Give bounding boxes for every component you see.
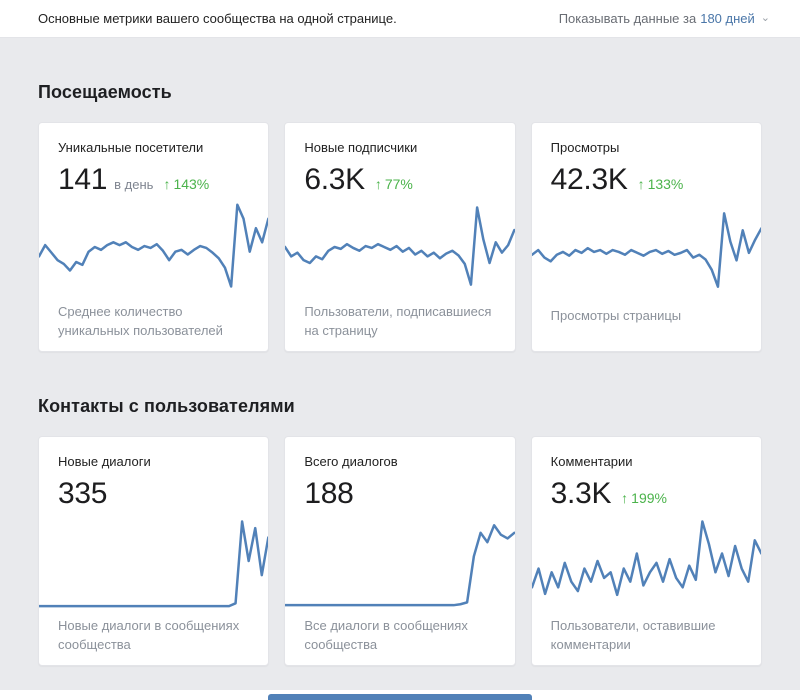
card-value-row: 188 xyxy=(285,469,514,511)
metric-value: 3.3K xyxy=(550,477,612,510)
sparkline-chart xyxy=(39,511,268,611)
metric-card-unique-visitors[interactable]: Уникальные посетители 141 в день ↑ 143% С… xyxy=(38,122,270,352)
metric-value: 42.3K xyxy=(550,163,628,196)
card-value-row: 6.3K ↑ 77% xyxy=(285,155,514,197)
card-description: Новые диалоги в сообщениях сообщества xyxy=(58,618,240,652)
metric-value: 6.3K xyxy=(304,163,365,196)
card-description: Просмотры страницы xyxy=(550,308,682,323)
card-value-row: 3.3K ↑ 199% xyxy=(532,469,761,511)
card-description: Пользователи, оставившие комментарии xyxy=(550,618,716,652)
card-title: Уникальные посетители xyxy=(58,140,204,155)
arrow-up-icon: ↑ xyxy=(621,490,629,506)
metric-delta-value: 133% xyxy=(647,176,684,192)
metric-unit: в день xyxy=(114,177,154,192)
cards-row-visits: Уникальные посетители 141 в день ↑ 143% С… xyxy=(38,122,762,352)
card-value-row: 141 в день ↑ 143% xyxy=(39,155,268,197)
card-title: Новые подписчики xyxy=(304,140,418,155)
sparkline-chart xyxy=(285,511,514,611)
card-title: Новые диалоги xyxy=(58,454,151,469)
chevron-down-icon[interactable]: ⌄ xyxy=(760,12,770,24)
sparkline-chart xyxy=(532,201,761,301)
metric-delta-value: 199% xyxy=(631,490,667,506)
page-subtitle: Основные метрики вашего сообщества на од… xyxy=(38,11,397,26)
card-title: Просмотры xyxy=(550,140,620,155)
metric-card-total-dialogs[interactable]: Всего диалогов 188 Все диалоги в сообщен… xyxy=(284,436,516,666)
metric-delta: ↑ 199% xyxy=(621,490,667,506)
metric-card-new-dialogs[interactable]: Новые диалоги 335 Новые диалоги в сообще… xyxy=(38,436,270,666)
topbar: Основные метрики вашего сообщества на од… xyxy=(0,0,800,38)
cards-row-contacts: Новые диалоги 335 Новые диалоги в сообще… xyxy=(38,436,762,666)
metric-card-comments[interactable]: Комментарии 3.3K ↑ 199% Пользователи, ост… xyxy=(530,436,762,666)
bottom-accent-bar[interactable] xyxy=(268,694,532,700)
card-title: Комментарии xyxy=(550,454,633,469)
arrow-up-icon: ↑ xyxy=(637,176,645,192)
section-title-visits: Посещаемость xyxy=(38,82,172,102)
arrow-up-icon: ↑ xyxy=(163,176,171,192)
card-value-row: 335 xyxy=(39,469,268,511)
card-description: Среднее количество уникальных пользовате… xyxy=(58,304,223,338)
card-value-row: 42.3K ↑ 133% xyxy=(532,155,761,197)
sparkline-chart xyxy=(39,197,268,297)
card-description: Все диалоги в сообщениях сообщества xyxy=(304,618,468,652)
metric-card-views[interactable]: Просмотры 42.3K ↑ 133% Просмотры страницы xyxy=(530,122,762,352)
period-label: Показывать данные за xyxy=(558,11,697,26)
period-value-link[interactable]: 180 дней xyxy=(700,11,755,26)
period-selector[interactable]: Показывать данные за 180 дней ⌄ xyxy=(559,11,770,26)
metric-value: 335 xyxy=(58,477,108,510)
metric-delta-value: 143% xyxy=(173,176,210,192)
metric-delta: ↑ 133% xyxy=(638,176,684,192)
section-title-contacts: Контакты с пользователями xyxy=(38,396,295,416)
metric-card-new-subscribers[interactable]: Новые подписчики 6.3K ↑ 77% Пользователи,… xyxy=(284,122,516,352)
metric-value: 141 xyxy=(58,163,108,196)
metric-delta-value: 77% xyxy=(384,176,413,192)
arrow-up-icon: ↑ xyxy=(374,176,382,192)
sparkline-chart xyxy=(532,511,761,611)
metric-delta: ↑ 143% xyxy=(163,176,209,192)
metric-value: 188 xyxy=(304,477,354,510)
card-description: Пользователи, подписавшиеся на страницу xyxy=(304,304,492,338)
sparkline-chart xyxy=(285,197,514,297)
metric-delta: ↑ 77% xyxy=(375,176,413,192)
stats-panel: Посещаемость Уникальные посетители 141 в… xyxy=(0,38,800,690)
card-title: Всего диалогов xyxy=(304,454,398,469)
